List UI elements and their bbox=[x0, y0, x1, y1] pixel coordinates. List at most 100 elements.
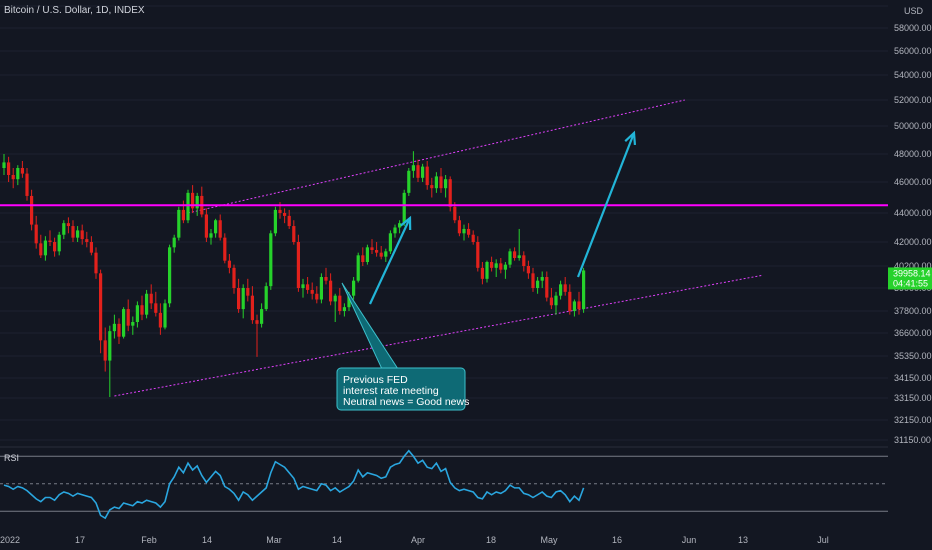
price-tick-label: 52000.00 bbox=[894, 95, 932, 105]
time-tick-label: May bbox=[540, 535, 558, 545]
price-tick-label: 36600.00 bbox=[894, 328, 932, 338]
candle-body bbox=[494, 263, 498, 268]
candle-body bbox=[375, 250, 379, 253]
candle-body bbox=[218, 220, 222, 238]
candle-body bbox=[204, 214, 208, 238]
channel-lower-line bbox=[114, 274, 764, 397]
candle-body bbox=[356, 255, 360, 281]
candle-body bbox=[434, 176, 438, 189]
time-axis[interactable]: 2022 17 Feb 14 Mar 14 Apr 18 May 16 Jun 13 Jul bbox=[0, 535, 829, 545]
candle-body bbox=[122, 309, 126, 337]
candle-body bbox=[342, 307, 346, 311]
candle-body bbox=[582, 270, 586, 310]
candle-body bbox=[407, 170, 411, 193]
candle-body bbox=[448, 179, 452, 207]
candle-body bbox=[195, 195, 199, 209]
candle-body bbox=[306, 284, 310, 290]
price-axis[interactable]: 31150.00 32150.00 33150.00 34150.00 35350.00… bbox=[888, 0, 932, 548]
candles bbox=[2, 151, 586, 397]
candle-body bbox=[499, 263, 503, 270]
candle-body bbox=[545, 277, 549, 298]
candle-body bbox=[227, 260, 231, 268]
candle-body bbox=[57, 234, 61, 252]
candle-body bbox=[246, 288, 250, 296]
candle-body bbox=[388, 233, 392, 252]
candle-body bbox=[34, 224, 38, 244]
candle-body bbox=[462, 228, 466, 234]
chart-title: Bitcoin / U.S. Dollar, 1D, INDEX bbox=[4, 5, 145, 16]
candle-body bbox=[467, 228, 471, 235]
candle-body bbox=[158, 312, 162, 328]
candle-body bbox=[393, 227, 397, 234]
candle-body bbox=[232, 267, 236, 288]
candle-body bbox=[370, 247, 374, 250]
candle-body bbox=[485, 262, 489, 279]
candle-body bbox=[154, 303, 158, 313]
candle-body bbox=[94, 252, 98, 274]
grid bbox=[0, 5, 888, 441]
candle-body bbox=[540, 277, 544, 281]
candle-body bbox=[352, 280, 356, 296]
candle-body bbox=[103, 340, 107, 361]
candle-body bbox=[7, 162, 11, 175]
annotation-callout[interactable]: Previous FED interest rate meeting Neutr… bbox=[336, 282, 469, 411]
last-price-tag bbox=[888, 267, 932, 290]
candle-body bbox=[269, 233, 273, 287]
last-price-label: 39958.14 bbox=[893, 268, 931, 278]
candle-body bbox=[39, 243, 43, 256]
candle-body bbox=[439, 176, 443, 189]
candle-body bbox=[48, 240, 52, 242]
candle-body bbox=[85, 239, 89, 242]
candle-body bbox=[563, 284, 567, 292]
candle-body bbox=[324, 277, 328, 281]
candle-body bbox=[43, 240, 47, 256]
time-tick-label: Mar bbox=[266, 535, 282, 545]
candle-body bbox=[214, 220, 218, 234]
time-tick-label: Feb bbox=[141, 535, 157, 545]
candle-body bbox=[140, 305, 144, 315]
candle-body bbox=[30, 195, 34, 225]
time-tick-label: 17 bbox=[75, 535, 85, 545]
price-tick-label: 35350.00 bbox=[894, 351, 932, 361]
candle-body bbox=[329, 280, 333, 302]
price-tick-label: 54000.00 bbox=[894, 70, 932, 80]
candle-body bbox=[421, 166, 425, 178]
candle-body bbox=[112, 323, 116, 332]
candle-body bbox=[172, 237, 176, 248]
candle-body bbox=[76, 230, 80, 238]
arrow-up-left bbox=[369, 217, 411, 305]
candle-body bbox=[278, 209, 282, 213]
candle-body bbox=[264, 286, 268, 310]
candle-body bbox=[471, 234, 475, 242]
candle-body bbox=[108, 331, 112, 361]
candle-body bbox=[250, 295, 254, 321]
price-tick-label: 48000.00 bbox=[894, 149, 932, 159]
candle-body bbox=[163, 303, 167, 328]
candle-body bbox=[16, 168, 20, 180]
price-tick-label: 34150.00 bbox=[894, 373, 932, 383]
candle-body bbox=[292, 226, 296, 242]
candle-body bbox=[149, 293, 153, 304]
candle-body bbox=[549, 297, 553, 306]
candle-body bbox=[522, 255, 526, 266]
candle-body bbox=[568, 291, 572, 311]
candle-body bbox=[513, 251, 517, 258]
time-tick-label: Apr bbox=[411, 535, 425, 545]
candle-body bbox=[572, 301, 576, 311]
candle-body bbox=[315, 293, 319, 300]
candle-body bbox=[296, 242, 300, 288]
candle-body bbox=[526, 266, 530, 274]
candle-body bbox=[209, 233, 213, 238]
currency-label[interactable]: USD bbox=[904, 6, 924, 16]
price-tick-label: 46000.00 bbox=[894, 177, 932, 187]
candle-body bbox=[117, 323, 121, 337]
candle-body bbox=[135, 305, 139, 322]
time-tick-label: 16 bbox=[612, 535, 622, 545]
candle-body bbox=[145, 293, 149, 315]
countdown-label: 04:41:55 bbox=[893, 278, 928, 288]
candle-body bbox=[287, 215, 291, 227]
rsi-line bbox=[3, 449, 585, 520]
candle-body bbox=[126, 309, 130, 326]
arrows bbox=[369, 130, 637, 305]
